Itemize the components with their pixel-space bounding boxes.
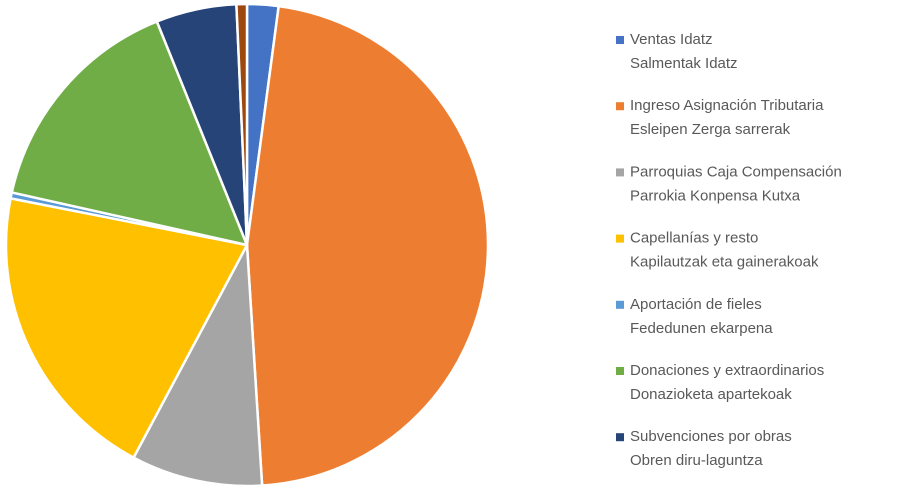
legend-label: Aportación de fieles <box>630 296 762 313</box>
legend-label: Donazioketa apartekoak <box>630 386 792 403</box>
legend-label: Ingreso Asignación Tributaria <box>630 97 824 114</box>
legend-label: Esleipen Zerga sarrerak <box>630 121 791 138</box>
legend-swatch <box>616 433 624 442</box>
legend-swatch <box>616 168 624 177</box>
legend-label: Salmentak Idatz <box>630 55 738 72</box>
legend-label: Parrokia Konpensa Kutxa <box>630 187 801 204</box>
legend-swatch <box>616 300 624 309</box>
legend-swatch <box>616 102 624 111</box>
legend-label: Obren diru-laguntza <box>630 452 763 469</box>
legend-swatch <box>616 367 624 375</box>
pie-slice <box>132 243 264 488</box>
legend-label: Ventas Idatz <box>630 31 713 48</box>
legend-swatch <box>616 234 624 243</box>
legend-label: Kapilautzak eta gainerakoak <box>630 254 819 271</box>
legend-label: Capellanías y resto <box>630 230 758 247</box>
pie-slice <box>235 2 249 247</box>
legend-swatch <box>616 36 624 44</box>
pie-slice <box>245 4 490 487</box>
legend-label: Fededunen ekarpena <box>630 320 773 337</box>
legend-label: Subvenciones por obras <box>630 428 792 445</box>
legend-label: Donaciones y extraordinarios <box>630 362 824 379</box>
legend-label: Parroquias Caja Compensación <box>630 163 842 180</box>
pie-slice <box>4 197 249 459</box>
pie-slice <box>10 20 249 247</box>
